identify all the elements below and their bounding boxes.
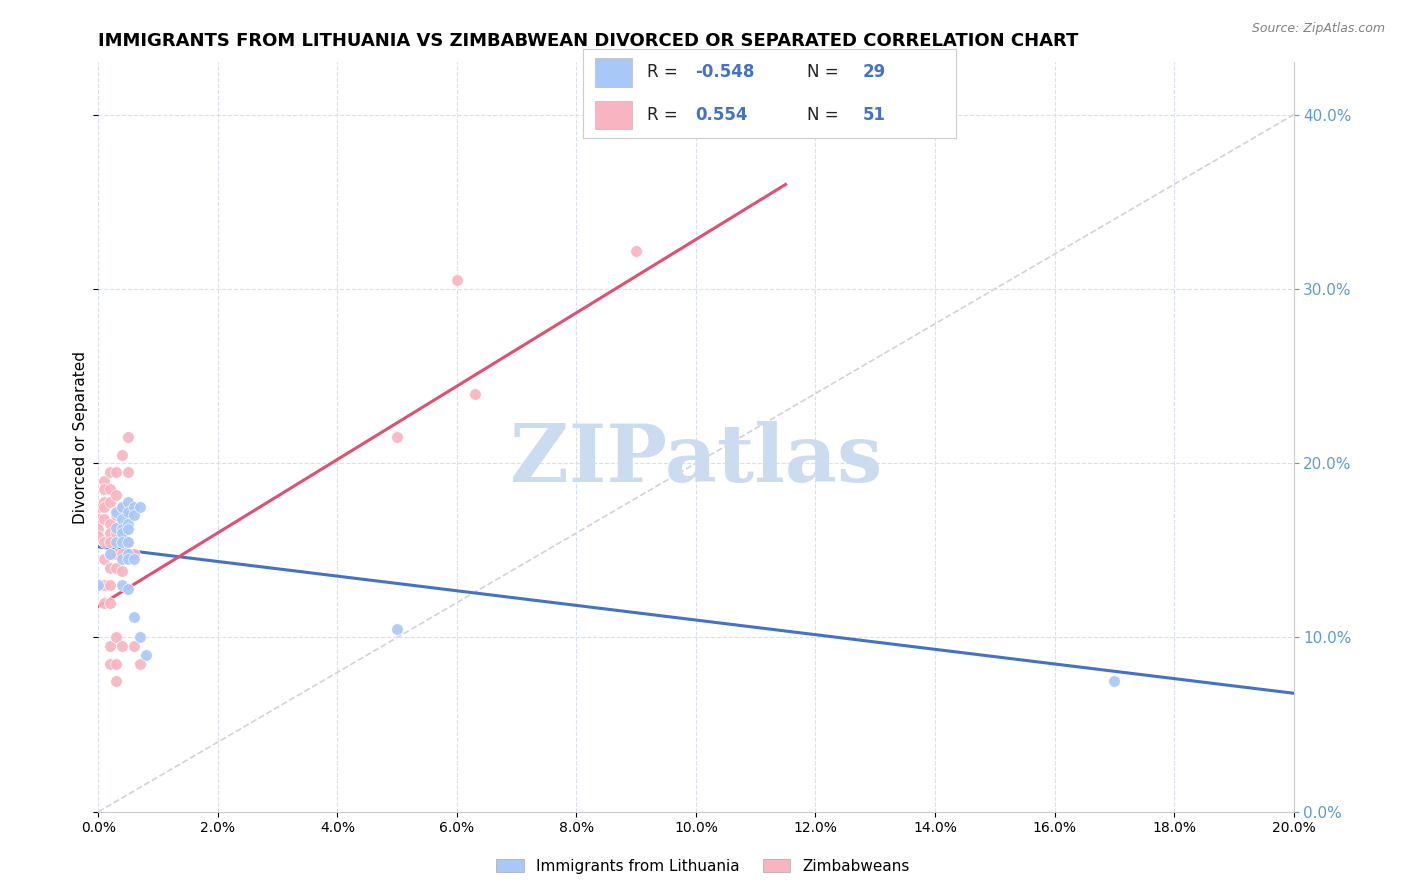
Point [105, 547, 128, 561]
Point [117, 582, 139, 596]
Point [111, 448, 134, 462]
Point [98, 517, 122, 532]
Point [98, 534, 122, 549]
Point [111, 547, 134, 561]
Point [98, 639, 122, 653]
Point [105, 561, 128, 575]
Point [87, 578, 110, 592]
Point [93, 494, 115, 508]
Point [124, 547, 146, 561]
Text: N =: N = [807, 63, 844, 81]
Point [124, 639, 146, 653]
Point [93, 500, 115, 514]
Point [446, 273, 468, 287]
Text: N =: N = [807, 106, 844, 124]
Point [93, 578, 115, 592]
Text: -0.548: -0.548 [695, 63, 755, 81]
Text: 29: 29 [863, 63, 886, 81]
Point [117, 547, 139, 561]
Text: 0.554: 0.554 [695, 106, 748, 124]
Point [98, 483, 122, 497]
Text: R =: R = [647, 106, 688, 124]
Point [117, 517, 139, 532]
Point [98, 494, 122, 508]
Text: 51: 51 [863, 106, 886, 124]
Point [105, 521, 128, 535]
Point [98, 525, 122, 540]
Point [117, 534, 139, 549]
Text: IMMIGRANTS FROM LITHUANIA VS ZIMBABWEAN DIVORCED OR SEPARATED CORRELATION CHART: IMMIGRANTS FROM LITHUANIA VS ZIMBABWEAN … [98, 32, 1078, 50]
Point [124, 508, 146, 523]
Point [117, 523, 139, 537]
Point [98, 465, 122, 479]
FancyBboxPatch shape [595, 58, 631, 87]
Point [105, 534, 128, 549]
Point [124, 552, 146, 566]
Point [117, 494, 139, 508]
Point [105, 465, 128, 479]
Point [124, 609, 146, 624]
Point [111, 512, 134, 526]
Point [124, 500, 146, 514]
Point [1104, 673, 1126, 688]
Point [105, 631, 128, 645]
Point [93, 552, 115, 566]
Point [111, 500, 134, 514]
Point [98, 561, 122, 575]
Point [129, 657, 152, 671]
Point [87, 523, 110, 537]
Point [98, 547, 122, 561]
FancyBboxPatch shape [595, 101, 631, 129]
Point [105, 525, 128, 540]
Text: R =: R = [647, 63, 683, 81]
Point [105, 505, 128, 519]
Text: Source: ZipAtlas.com: Source: ZipAtlas.com [1251, 22, 1385, 36]
Point [87, 512, 110, 526]
Point [117, 552, 139, 566]
Point [93, 474, 115, 488]
Point [111, 578, 134, 592]
Point [98, 547, 122, 561]
Point [98, 596, 122, 610]
Y-axis label: Divorced or Separated: Divorced or Separated [73, 351, 89, 524]
Point [117, 534, 139, 549]
Point [111, 525, 134, 540]
Point [93, 512, 115, 526]
Point [626, 244, 648, 258]
Point [105, 657, 128, 671]
Point [464, 386, 486, 401]
Point [111, 534, 134, 549]
Point [105, 673, 128, 688]
Point [111, 523, 134, 537]
Point [87, 529, 110, 543]
Point [98, 578, 122, 592]
Point [93, 534, 115, 549]
Point [98, 657, 122, 671]
Point [111, 523, 134, 537]
Point [93, 483, 115, 497]
Point [111, 564, 134, 578]
Text: ZIPatlas: ZIPatlas [510, 420, 882, 499]
Legend: Immigrants from Lithuania, Zimbabweans: Immigrants from Lithuania, Zimbabweans [491, 853, 915, 880]
Point [385, 430, 409, 444]
Point [93, 596, 115, 610]
Point [87, 500, 110, 514]
Point [129, 631, 152, 645]
Point [117, 430, 139, 444]
Point [105, 508, 128, 523]
Point [111, 552, 134, 566]
Point [117, 508, 139, 523]
Point [129, 500, 152, 514]
Point [117, 505, 139, 519]
Point [117, 465, 139, 479]
Point [135, 648, 157, 662]
Point [111, 500, 134, 514]
Point [111, 639, 134, 653]
Point [105, 487, 128, 501]
Point [385, 622, 409, 636]
